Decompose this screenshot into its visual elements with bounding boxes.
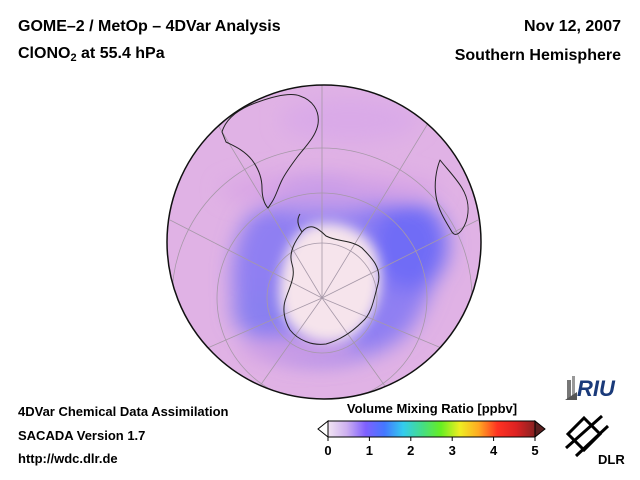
pressure-level: at 55.4 hPa [76,45,165,62]
colorbar-low-triangle [317,419,329,439]
pink-bands [220,98,440,364]
colorbar: Volume Mixing Ratio [ppbv] 0 1 2 3 4 5 [316,401,548,471]
footer-line-2: SACADA Version 1.7 [18,428,146,443]
globe-field [167,85,481,399]
footer-line-1: 4DVar Chemical Data Assimilation [18,404,229,419]
dlr-logo-text: DLR [598,452,625,467]
species-name: ClONO [18,45,71,62]
riu-logo-text: RIU [577,376,616,401]
antarctic-peninsula-coast [297,213,303,233]
species-subscript: 2 [70,52,77,64]
south-america-coast [221,94,319,209]
africa-coast [434,159,469,235]
colorbar-tick-label: 1 [366,443,373,458]
colorbar-high-triangle [534,419,546,439]
antarctica-coast [283,226,380,345]
globe-outline [166,84,482,400]
colorbar-tick-label: 4 [490,443,498,458]
region-label: Southern Hemisphere [454,47,621,64]
colorbar-tick-label: 2 [407,443,414,458]
colorbar-tick-label: 5 [531,443,538,458]
colorbar-gradient [327,420,536,438]
colorbar-title: Volume Mixing Ratio [ppbv] [346,401,518,416]
coastlines [221,94,469,345]
dlr-logo: DLR [565,414,625,467]
colorbar-tick-label: 3 [449,443,456,458]
title-line-1: GOME–2 / MetOp – 4DVar Analysis [18,18,281,35]
date-label: Nov 12, 2007 [524,18,621,35]
riu-logo: RIU [565,376,616,401]
footer-url: http://wdc.dlr.de [18,451,118,466]
title-line-2: ClONO2 at 55.4 hPa [18,45,165,64]
colorbar-tick-label: 0 [324,443,331,458]
colorbar-scale: 0 1 2 3 4 5 [317,419,546,458]
